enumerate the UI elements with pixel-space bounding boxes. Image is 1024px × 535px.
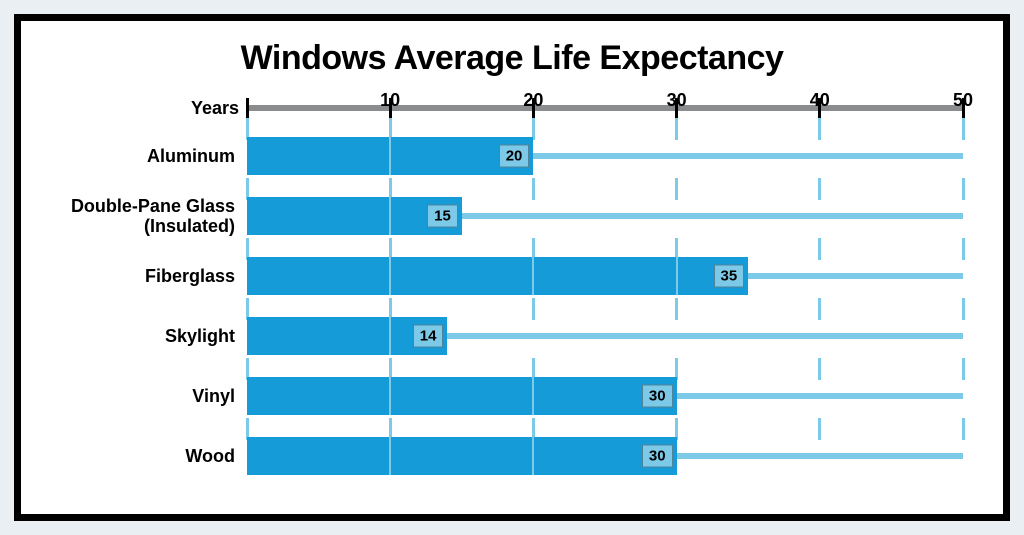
outer-frame: Windows Average Life Expectancy Years Alu…	[0, 0, 1024, 535]
track-tick	[532, 298, 535, 320]
category-label: Wood	[185, 446, 235, 466]
axis-tick-label: 40	[810, 90, 830, 111]
track-tick	[818, 358, 821, 380]
category-label: Fiberglass	[145, 266, 235, 286]
bar-row: 20	[247, 126, 963, 186]
bar-divider	[389, 377, 391, 415]
axis-label: Years	[191, 98, 239, 119]
bar-row: 30	[247, 366, 963, 426]
category-label-row: Double-Pane Glass(Insulated)	[61, 186, 247, 246]
label-column: Years Aluminum Double-Pane Glass(Insulated…	[61, 92, 247, 502]
bar-divider	[389, 137, 391, 175]
bar-divider	[676, 257, 678, 295]
bar-divider	[532, 437, 534, 475]
bar: 35	[247, 257, 748, 295]
track-tick	[675, 298, 678, 320]
bar-row: 30	[247, 426, 963, 486]
bar-value: 30	[642, 385, 673, 408]
category-label-row: Skylight	[61, 306, 247, 366]
axis-label-row: Years	[61, 92, 247, 126]
category-label: Vinyl	[192, 386, 235, 406]
category-label: Double-Pane Glass(Insulated)	[71, 196, 235, 236]
category-label-row: Aluminum	[61, 126, 247, 186]
axis-row: 1020304050	[247, 92, 963, 126]
bar: 30	[247, 377, 677, 415]
bar-divider	[532, 377, 534, 415]
axis-tick-label: 10	[380, 90, 400, 111]
bar-row: 15	[247, 186, 963, 246]
bar: 30	[247, 437, 677, 475]
category-label-row: Vinyl	[61, 366, 247, 426]
chart-title: Windows Average Life Expectancy	[61, 39, 963, 78]
plot-column: 1020304050201535143030	[247, 92, 963, 502]
axis-tick-label: 30	[667, 90, 687, 111]
bar-value: 15	[427, 205, 458, 228]
track-tick	[818, 178, 821, 200]
bar-value: 14	[413, 325, 444, 348]
track-tick	[818, 418, 821, 440]
bar-value: 30	[642, 445, 673, 468]
bar-divider	[389, 437, 391, 475]
bar-divider	[532, 257, 534, 295]
track-tick	[675, 118, 678, 140]
track-tick	[818, 238, 821, 260]
bar-divider	[389, 317, 391, 355]
track-tick	[962, 358, 965, 380]
axis-tick-label: 20	[523, 90, 543, 111]
bar-row: 35	[247, 246, 963, 306]
axis-line	[247, 105, 963, 111]
bar-divider	[389, 257, 391, 295]
chart-area: Years Aluminum Double-Pane Glass(Insulated…	[61, 92, 963, 502]
category-label-row: Wood	[61, 426, 247, 486]
bar-value: 20	[499, 145, 530, 168]
category-label: Aluminum	[147, 146, 235, 166]
track-tick	[962, 418, 965, 440]
track-tick	[532, 178, 535, 200]
chart-frame: Windows Average Life Expectancy Years Alu…	[14, 14, 1010, 521]
track-tick	[818, 298, 821, 320]
track-tick	[962, 238, 965, 260]
bar-row: 14	[247, 306, 963, 366]
track-tick	[962, 298, 965, 320]
bar: 14	[247, 317, 447, 355]
bar-value: 35	[714, 265, 745, 288]
track-tick	[962, 118, 965, 140]
track-tick	[675, 178, 678, 200]
axis-tick-label: 50	[953, 90, 973, 111]
bar: 15	[247, 197, 462, 235]
category-label-row: Fiberglass	[61, 246, 247, 306]
bar-divider	[389, 197, 391, 235]
category-label: Skylight	[165, 326, 235, 346]
track-tick	[962, 178, 965, 200]
track-tick	[818, 118, 821, 140]
bar: 20	[247, 137, 533, 175]
axis-tick	[246, 98, 249, 118]
